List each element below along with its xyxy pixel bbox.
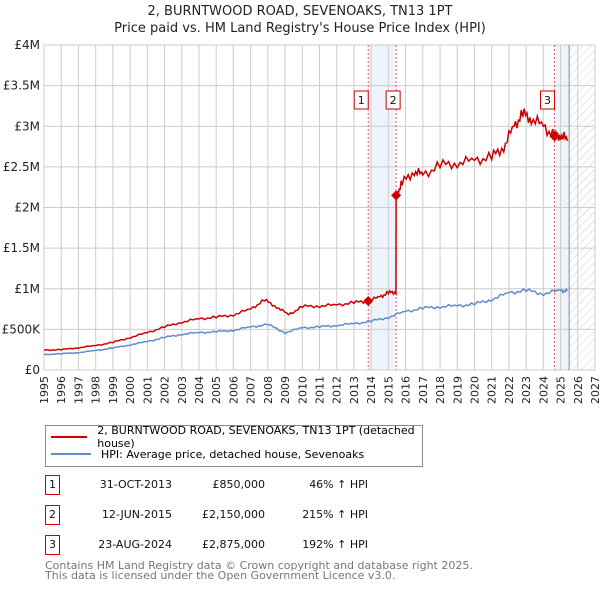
x-tick-label: 2015 <box>382 376 395 404</box>
transaction-label: 1 <box>358 94 365 107</box>
transaction-price: £2,875,000 <box>202 538 265 551</box>
y-tick-label: £1M <box>14 282 40 296</box>
hpi-line <box>43 287 569 356</box>
transaction-row: 3 23-AUG-2024 £2,875,000 192% ↑ HPI <box>45 535 465 555</box>
x-tick-label: 2003 <box>176 376 189 404</box>
transaction-number: 3 <box>45 535 60 555</box>
line-chart: 1995 1996 1997 1998 1999 2000 2001 2002 2003 2004… <box>2 38 600 404</box>
footer-line: This data is licensed under the Open Gov… <box>45 569 396 582</box>
transaction-date: 12-JUN-2015 <box>101 508 172 521</box>
x-tick-label: 2006 <box>227 376 240 404</box>
x-tick-label: 1998 <box>90 376 103 404</box>
transaction-label: 3 <box>544 94 551 107</box>
transaction-marker <box>363 295 374 306</box>
x-tick-label: 2021 <box>486 376 499 404</box>
y-tick-label: £2M <box>14 201 40 215</box>
x-tick-label: 1996 <box>55 376 68 404</box>
y-tick-label: £3M <box>14 119 40 133</box>
footer-line: Contains HM Land Registry data © Crown c… <box>45 559 473 572</box>
transaction-hpi: 192% ↑ HPI <box>302 538 368 551</box>
x-tick-label: 2000 <box>124 376 137 404</box>
transaction-label: 2 <box>390 94 397 107</box>
y-tick-label: £0 <box>25 363 40 377</box>
x-tick-label: 2010 <box>296 376 309 404</box>
legend: 2, BURNTWOOD ROAD, SEVENOAKS, TN13 1PT (… <box>45 424 423 467</box>
chart-subtitle: Price paid vs. HM Land Registry's House … <box>114 21 486 36</box>
transaction-number: 2 <box>45 505 60 525</box>
transaction-row: 2 12-JUN-2015 £2,150,000 215% ↑ HPI <box>45 505 465 525</box>
x-tick-label: 2017 <box>417 376 430 404</box>
x-tick-label: 2016 <box>400 376 413 404</box>
y-tick-label: £1.5M <box>3 241 40 255</box>
y-tick-label: £2.5M <box>3 160 40 174</box>
transaction-number: 1 <box>45 475 60 495</box>
y-tick-label: £3.5M <box>3 79 40 93</box>
legend-swatch <box>51 436 88 438</box>
x-tick-label: 2022 <box>503 376 516 404</box>
x-tick-label: 2027 <box>589 376 600 404</box>
x-tick-label: 2023 <box>520 376 533 404</box>
transaction-label-box <box>385 90 401 110</box>
transaction-date: 31-OCT-2013 <box>99 478 172 491</box>
transaction-marker <box>391 190 402 201</box>
x-tick-label: 2012 <box>331 376 344 404</box>
footer: Contains HM Land Registry data © Crown c… <box>45 559 473 582</box>
x-tick-label: 2009 <box>279 376 292 404</box>
legend-label: 2, BURNTWOOD ROAD, SEVENOAKS, TN13 1PT (… <box>97 424 415 450</box>
x-tick-label: 2014 <box>365 376 378 404</box>
x-tick-label: 2026 <box>572 376 585 404</box>
x-tick-label: 2001 <box>141 376 154 404</box>
x-tick-label: 2018 <box>434 376 447 404</box>
transaction-row: 1 31-OCT-2013 £850,000 46% ↑ HPI <box>45 475 465 495</box>
x-tick-label: 2002 <box>159 376 172 404</box>
legend-item-hpi: HPI: Average price, detached house, Seve… <box>46 446 364 462</box>
x-tick-label: 2019 <box>451 376 464 404</box>
transaction-hpi: 215% ↑ HPI <box>302 508 368 521</box>
x-tick-label: 2007 <box>245 376 258 404</box>
transaction-marker <box>549 131 560 142</box>
transaction-hpi: 46% ↑ HPI <box>309 478 368 491</box>
property-price-line <box>43 108 569 352</box>
y-tick-label: £4M <box>14 38 40 52</box>
transaction-label-box <box>353 90 369 110</box>
x-tick-label: 2004 <box>193 376 206 404</box>
x-tick-label: 2008 <box>262 376 275 404</box>
x-tick-label: 1999 <box>107 376 120 404</box>
x-tick-label: 2020 <box>468 376 481 404</box>
transaction-date: 23-AUG-2024 <box>98 538 172 551</box>
x-tick-label: 1997 <box>72 376 85 404</box>
legend-item-property: 2, BURNTWOOD ROAD, SEVENOAKS, TN13 1PT (… <box>46 424 422 450</box>
x-tick-label: 2005 <box>210 376 223 404</box>
legend-swatch <box>51 453 91 455</box>
legend-label: HPI: Average price, detached house, Seve… <box>101 447 365 461</box>
x-tick-label: 2024 <box>537 376 550 404</box>
x-tick-label: 2025 <box>555 376 568 404</box>
transaction-label-box <box>540 90 556 110</box>
transaction-price: £850,000 <box>212 478 266 491</box>
x-tick-label: 2013 <box>348 376 361 404</box>
x-tick-label: 1995 <box>38 376 51 404</box>
x-tick-label: 2011 <box>314 376 327 404</box>
y-tick-label: £500K <box>2 322 42 336</box>
chart-title: 2, BURNTWOOD ROAD, SEVENOAKS, TN13 1PT <box>147 4 453 19</box>
transaction-price: £2,150,000 <box>202 508 265 521</box>
